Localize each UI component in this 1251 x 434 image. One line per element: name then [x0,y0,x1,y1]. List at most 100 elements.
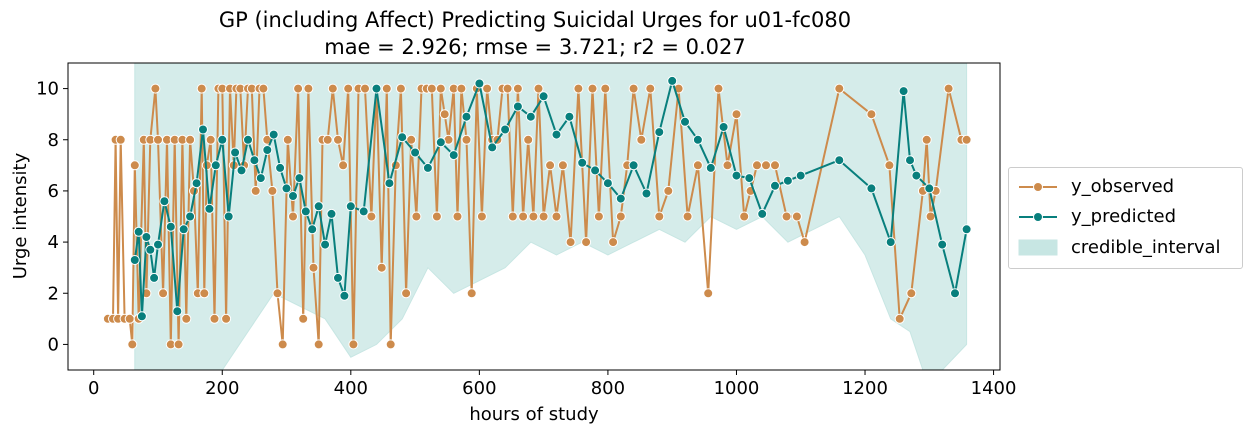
predicted-point [937,239,948,250]
observed-point [338,160,349,171]
predicted-point [474,78,485,89]
observed-point [512,83,523,94]
predicted-point [422,162,433,173]
predicted-point [345,201,356,212]
predicted-line-marker-icon [1019,212,1057,222]
predicted-point [339,290,350,301]
predicted-point [217,134,228,145]
predicted-point [371,83,382,94]
observed-point [327,83,338,94]
interval-swatch-icon [1018,239,1058,256]
legend-item-observed: y_observed [1009,173,1242,201]
observed-point [528,211,539,222]
y-axis-label: Urge intensity [10,152,31,279]
predicted-point [281,183,292,194]
observed-point [272,288,283,299]
observed-point [518,211,529,222]
predicted-point [911,170,922,181]
predicted-point [680,116,690,127]
predicted-point [133,226,144,237]
y-tick-label: 4 [48,232,59,253]
observed-point [308,262,319,273]
predicted-point [185,211,196,222]
predicted-point [198,124,208,135]
predicted-point [149,272,160,283]
observed-point [360,83,370,94]
observed-point [439,109,450,120]
observed-point [401,288,412,299]
observed-point [884,160,895,171]
observed-point [153,134,163,145]
predicted-point [628,160,639,171]
predicted-point [705,162,716,173]
predicted-point [210,160,221,171]
observed-point [461,134,472,145]
predicted-point [448,150,459,161]
x-tick-label: 200 [205,378,239,399]
observed-point [791,211,802,222]
observed-point [185,134,196,145]
predicted-point [326,208,337,219]
predicted-point [898,86,909,97]
predicted-point [307,224,318,235]
observed-point [381,83,392,94]
observed-point [127,339,138,350]
predicted-point [313,201,324,212]
x-tick-label: 800 [591,378,625,399]
predicted-point [288,191,298,201]
predicted-point [461,111,472,122]
predicted-point [654,127,665,138]
predicted-point [692,134,703,145]
x-tick-label: 600 [462,378,496,399]
observed-point [551,211,562,222]
predicted-point [141,232,152,242]
observed-point [395,83,406,94]
observed-point [943,83,954,94]
observed-point [533,83,544,94]
y-tick-label: 6 [48,181,59,202]
y-tick-label: 10 [36,79,59,100]
predicted-line [133,79,968,318]
predicted-point [294,173,305,184]
observed-point [781,211,792,222]
predicted-point [268,129,279,140]
legend-label-interval: credible_interval [1071,237,1221,258]
observed-point [267,185,278,196]
predicted-point [538,91,549,102]
predicted-point [834,155,845,166]
predicted-point [384,178,395,189]
predicted-point [551,129,562,140]
observed-point [282,134,293,145]
observed-point [906,288,917,299]
plot-frame [67,62,1001,371]
observed-point [124,313,135,324]
observed-point [431,211,442,222]
predicted-point [358,206,369,217]
observed-point [593,211,604,222]
observed-point [288,211,298,222]
observed-point [502,83,513,94]
observed-point [115,134,126,145]
observed-point [713,83,724,94]
observed-point [799,237,810,248]
observed-point [173,339,184,350]
observed-point [523,134,534,145]
predicted-point [204,203,215,214]
predicted-point [255,173,266,184]
observed-point [866,109,877,120]
observed-point [322,134,333,145]
predicted-point [435,137,446,148]
predicted-point [275,162,286,173]
observed-point [482,83,493,94]
observed-point [209,313,220,324]
observed-point [277,339,288,350]
observed-point [150,83,161,94]
predicted-point [564,111,575,122]
predicted-point [159,196,170,207]
predicted-series-layer [129,75,972,322]
observed-point [181,313,192,324]
predicted-point [500,124,511,135]
observed-point [615,211,626,222]
chart-title-line-1: GP (including Affect) Predicting Suicida… [218,8,852,32]
observed-point [752,160,762,171]
